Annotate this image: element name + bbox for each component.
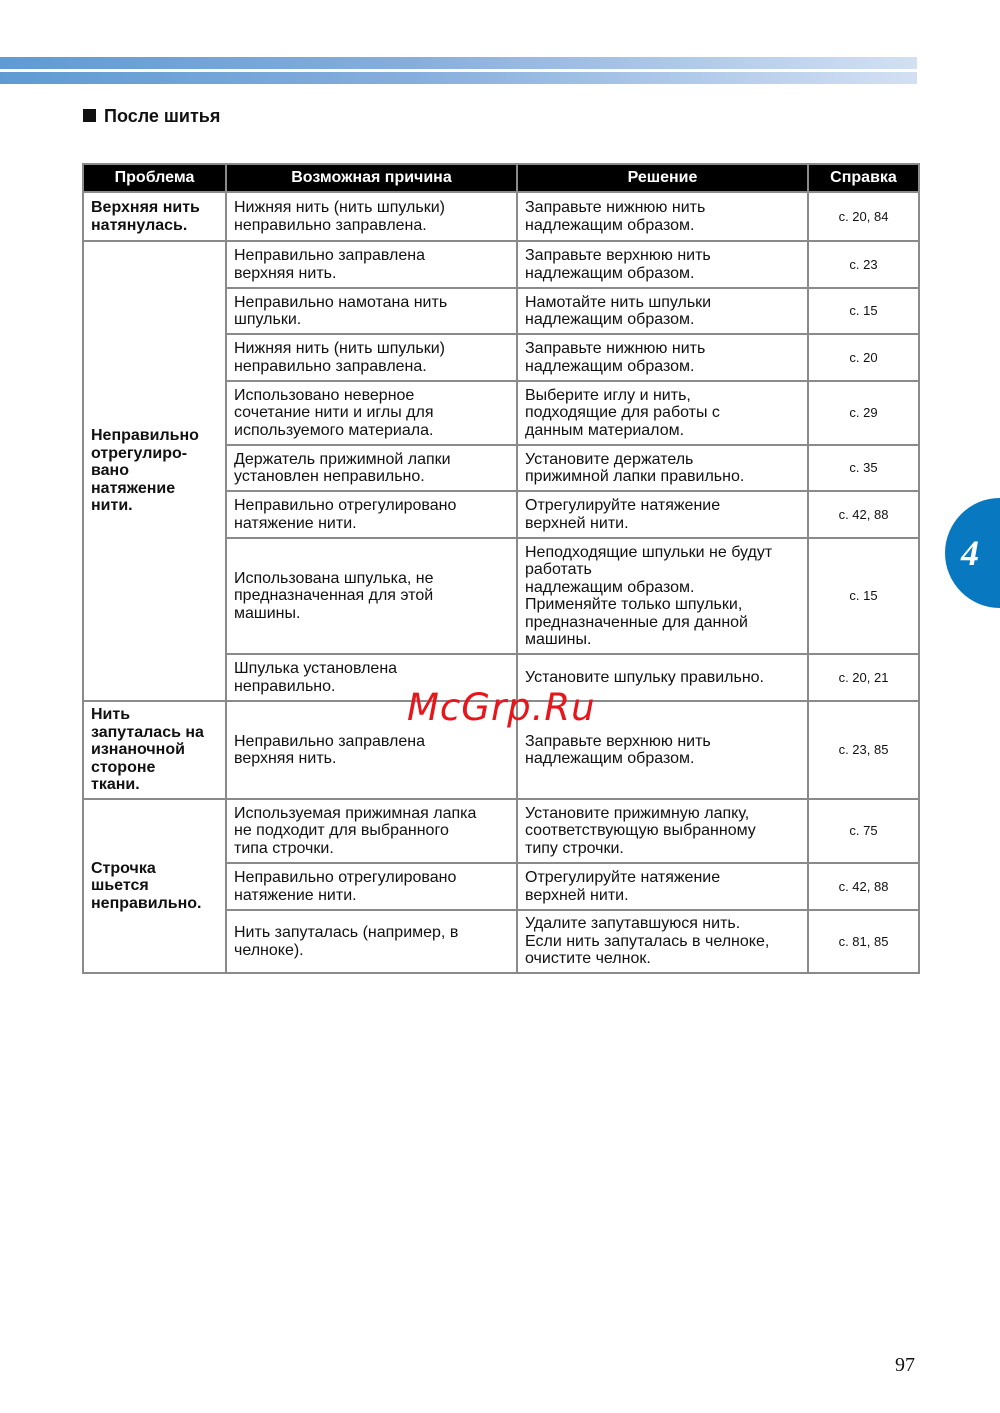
solution-cell: Установите прижимную лапку, соответствую… (516, 798, 809, 864)
reference-cell: с. 42, 88 (807, 862, 920, 911)
cause-cell: Нижняя нить (нить шпульки) неправильно з… (225, 333, 518, 382)
reference-cell: с. 42, 88 (807, 490, 920, 539)
table-row: Использована шпулька, не предназначенная… (83, 537, 920, 655)
solution-cell: Заправьте нижнюю нить надлежащим образом… (516, 333, 809, 382)
solution-cell: Выберите иглу и нить, подходящие для раб… (516, 380, 809, 446)
reference-cell: с. 29 (807, 380, 920, 446)
solution-cell: Установите держатель прижимной лапки пра… (516, 444, 809, 492)
solution-cell: Неподходящие шпульки не будут работать н… (516, 537, 809, 655)
troubleshooting-table: Проблема Возможная причина Решение Справ… (82, 163, 920, 974)
solution-cell: Заправьте верхнюю нить надлежащим образо… (516, 700, 809, 800)
cause-cell: Неправильно отрегулировано натяжение нит… (225, 862, 518, 911)
reference-cell: с. 20, 84 (807, 191, 920, 242)
cause-cell: Использовано неверное сочетание нити и и… (225, 380, 518, 446)
cause-cell: Шпулька установлена неправильно. (225, 653, 518, 702)
table-row: Неправильно намотана нить шпульки. Намота… (83, 287, 920, 335)
table-row: Неправильно отрегулировано натяжение нит… (83, 862, 920, 911)
section-title: После шитья (83, 106, 220, 127)
problem-cell: Строчка шьется неправильно. (82, 798, 227, 974)
cause-cell: Используемая прижимная лапка не подходит… (225, 798, 518, 864)
reference-cell: с. 23 (807, 240, 920, 289)
table-row: Строчка шьется неправильно. Используемая … (82, 798, 920, 974)
header-solution: Решение (516, 163, 809, 193)
table-row: Использовано неверное сочетание нити и и… (83, 380, 920, 446)
header-band-bottom (0, 72, 917, 84)
solution-cell: Отрегулируйте натяжение верхней нити. (516, 490, 809, 539)
table-row: Нить запуталась (например, в челноке). Уд… (83, 909, 920, 974)
table-row: Верхняя нить натянулась. Нижняя нить (нит… (82, 191, 920, 242)
reference-cell: с. 35 (807, 444, 920, 492)
problem-cell: Нить запуталась на изнаночной стороне тк… (82, 700, 227, 800)
watermark: McGrp.Ru (407, 686, 596, 729)
cause-cell: Неправильно заправлена верхняя нить. (225, 240, 518, 289)
problem-cell: Неправильно отрегулиро- вано натяжение н… (82, 240, 227, 702)
table-row: Неправильно отрегулировано натяжение нит… (83, 490, 920, 539)
solution-cell: Заправьте верхнюю нить надлежащим образо… (516, 240, 809, 289)
cause-cell: Использована шпулька, не предназначенная… (225, 537, 518, 655)
table-row: Нить запуталась на изнаночной стороне тк… (82, 700, 920, 800)
cause-cell: Держатель прижимной лапки установлен неп… (225, 444, 518, 492)
cause-cell: Неправильно намотана нить шпульки. (225, 287, 518, 335)
solution-cell: Намотайте нить шпульки надлежащим образо… (516, 287, 809, 335)
problem-cell: Верхняя нить натянулась. (82, 191, 227, 242)
solution-cell: Удалите запутавшуюся нить. Если нить зап… (516, 909, 809, 974)
reference-cell: с. 15 (807, 287, 920, 335)
solution-cell: Отрегулируйте натяжение верхней нити. (516, 862, 809, 911)
reference-cell: с. 75 (807, 798, 920, 864)
cause-cell: Неправильно заправлена верхняя нить. (225, 700, 518, 800)
reference-cell: с. 20 (807, 333, 920, 382)
header-cause: Возможная причина (225, 163, 518, 193)
solution-cell: Установите шпульку правильно. (516, 653, 809, 702)
solution-cell: Заправьте нижнюю нить надлежащим образом… (516, 191, 809, 242)
reference-cell: с. 23, 85 (807, 700, 920, 800)
reference-cell: с. 15 (807, 537, 920, 655)
header-band-top (0, 57, 917, 69)
section-title-text: После шитья (104, 106, 221, 126)
cause-cell: Нижняя нить (нить шпульки) неправильно з… (225, 191, 518, 242)
header-reference: Справка (807, 163, 920, 193)
chapter-tab[interactable]: 4 (945, 498, 1000, 608)
table-row: Нижняя нить (нить шпульки) неправильно з… (83, 333, 920, 382)
table-header-row: Проблема Возможная причина Решение Справ… (82, 163, 920, 193)
header-problem: Проблема (82, 163, 227, 193)
reference-cell: с. 81, 85 (807, 909, 920, 974)
reference-cell: с. 20, 21 (807, 653, 920, 702)
cause-cell: Неправильно отрегулировано натяжение нит… (225, 490, 518, 539)
square-bullet-icon (83, 109, 96, 122)
chapter-number: 4 (961, 533, 979, 573)
table-row: Неправильно отрегулиро- вано натяжение н… (82, 240, 920, 702)
table-row: Шпулька установлена неправильно. Установи… (83, 653, 920, 702)
page-number: 97 (895, 1354, 915, 1376)
table-row: Держатель прижимной лапки установлен неп… (83, 444, 920, 492)
cause-cell: Нить запуталась (например, в челноке). (225, 909, 518, 974)
